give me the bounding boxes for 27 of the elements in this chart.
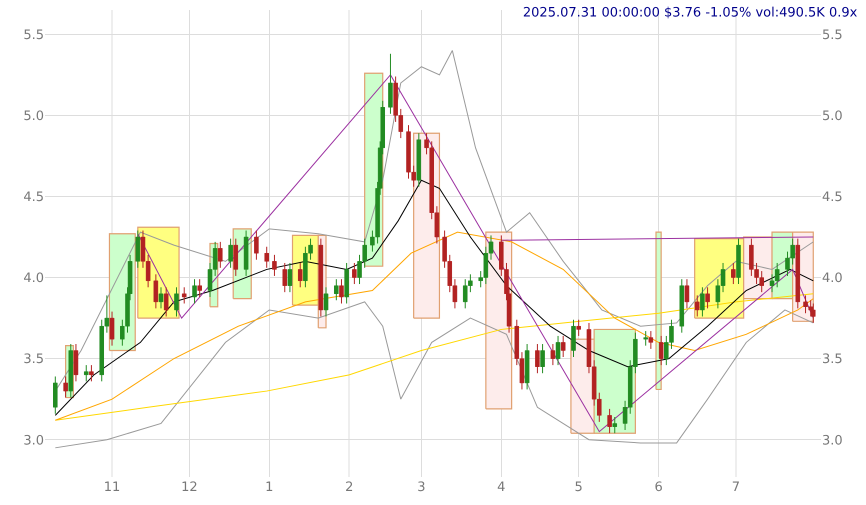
x-tick-label: 6 bbox=[654, 480, 663, 495]
y-tick-label: 3.5 bbox=[23, 352, 44, 368]
y2-tick-label: 5.0 bbox=[822, 108, 843, 124]
y-tick-label: 5.5 bbox=[23, 28, 44, 43]
line-series bbox=[54, 301, 814, 448]
x-tick-label: 1 bbox=[265, 480, 274, 495]
y-tick-label: 4.0 bbox=[23, 271, 44, 286]
x-tick-label: 5 bbox=[574, 480, 583, 495]
y-tick-label: 5.0 bbox=[23, 108, 44, 124]
chart-title: 2025.07.31 00:00:00 $3.76 -1.05% vol:490.5K 0.9x bbox=[522, 6, 858, 21]
y2-tick-label: 4.0 bbox=[822, 271, 843, 286]
x-tick-label: 2 bbox=[345, 480, 354, 495]
x-tick-label: 11 bbox=[104, 480, 120, 495]
y-tick-label: 4.5 bbox=[23, 190, 44, 206]
y2-tick-label: 4.5 bbox=[822, 190, 843, 206]
x-tick-label: 12 bbox=[181, 480, 198, 495]
y2-tick-label: 5.5 bbox=[822, 28, 843, 43]
y-tick-label: 3.0 bbox=[23, 433, 44, 448]
y2-tick-label: 3.5 bbox=[822, 352, 843, 368]
y2-tick-label: 3.0 bbox=[822, 433, 843, 448]
line-series bbox=[137, 74, 814, 432]
line-series bbox=[54, 293, 814, 421]
x-tick-label: 3 bbox=[417, 480, 426, 495]
x-tick-label: 7 bbox=[732, 480, 740, 495]
x-tick-label: 4 bbox=[497, 480, 506, 495]
line-series bbox=[54, 232, 814, 421]
line-series bbox=[54, 180, 814, 416]
